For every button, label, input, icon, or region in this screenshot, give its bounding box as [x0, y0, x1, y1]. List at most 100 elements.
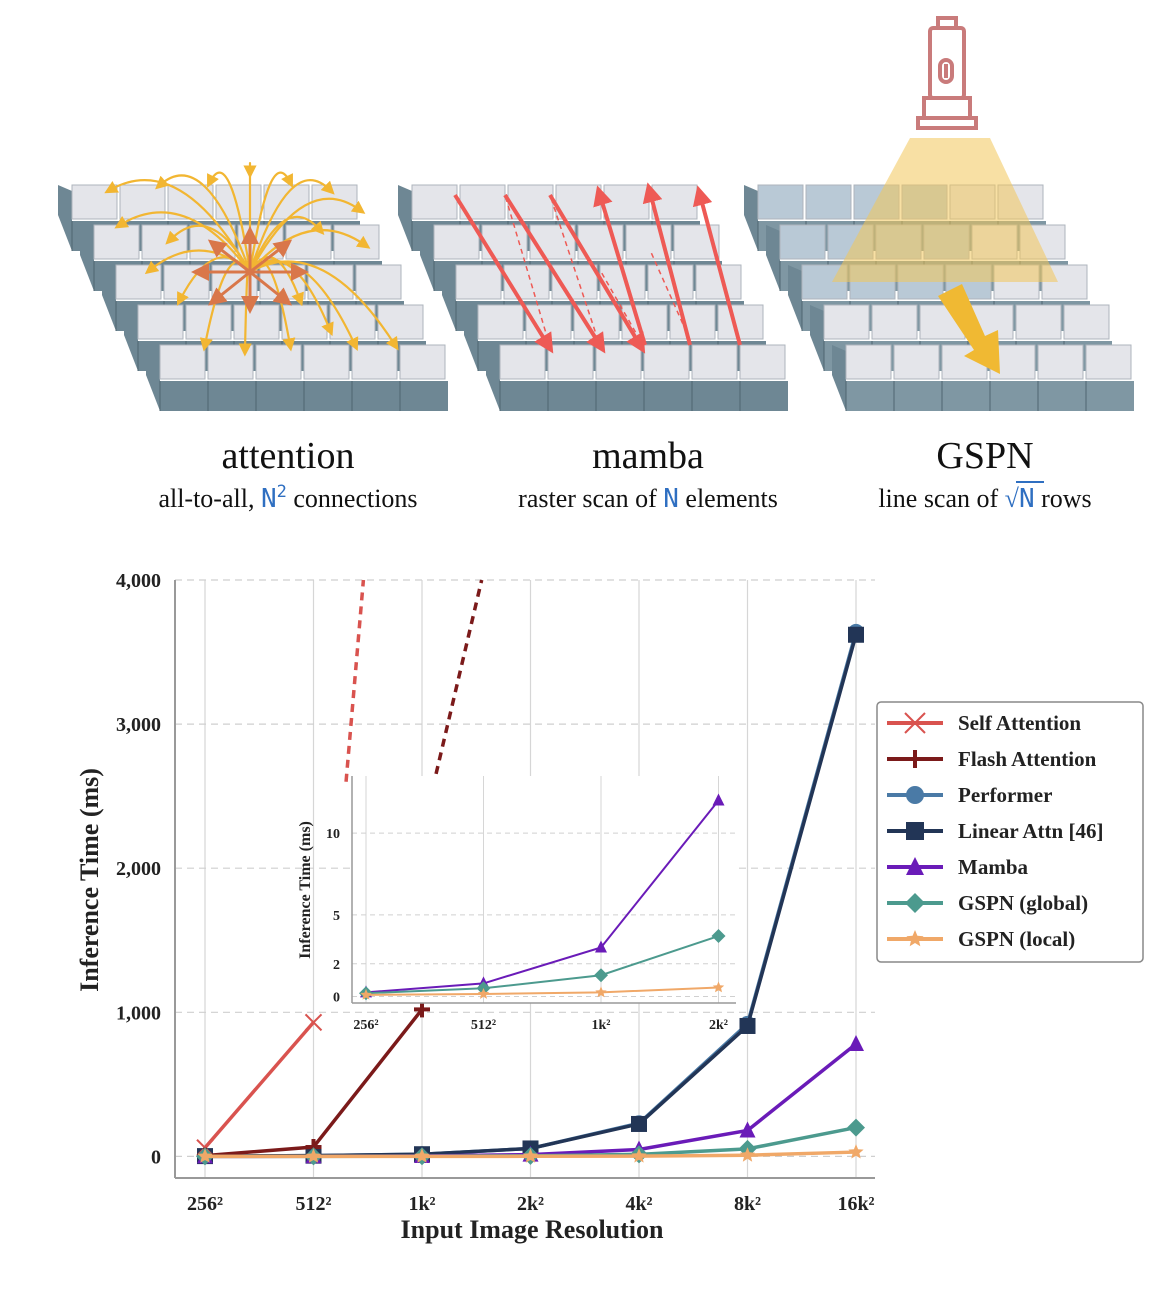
y-tick-label: 3,000 — [116, 714, 161, 736]
cube-top-face — [1037, 344, 1084, 380]
cube-side-face — [788, 265, 802, 331]
attention-arrow — [248, 215, 325, 273]
x-tick-label: 8k² — [734, 1193, 761, 1215]
cube-top-face — [845, 344, 892, 380]
cube-top-face — [695, 264, 742, 300]
cube-top-face — [871, 304, 918, 340]
cube-top-face — [159, 344, 206, 380]
marker-diamond — [847, 1118, 865, 1137]
inset-x-tick-label: 512² — [471, 1018, 496, 1033]
legend-label: Performer — [958, 783, 1052, 807]
marker-triangle — [906, 857, 924, 875]
marker-circle — [906, 786, 924, 804]
cube-top-face — [779, 224, 826, 260]
attention-arrows — [104, 162, 399, 357]
cube-top-face — [1015, 304, 1062, 340]
marker-diamond — [711, 929, 726, 944]
attention-grid-diagram — [58, 184, 448, 411]
legend-label: Mamba — [958, 855, 1028, 879]
mamba-scan-arrows — [453, 182, 742, 354]
marker-square — [906, 822, 924, 840]
cube-side-face — [124, 305, 138, 371]
cube-side-face — [744, 185, 758, 251]
cube-top-face — [477, 304, 524, 340]
mamba-scan-arrow — [642, 182, 692, 346]
cube-top-face — [499, 344, 546, 380]
inset-background — [352, 776, 736, 1003]
cube-top-face — [801, 264, 848, 300]
cube-side-face — [442, 265, 456, 331]
chart-legend: Self Attention Flash Attention Performer Li… — [876, 701, 1144, 963]
mamba-scan-arrow — [593, 185, 647, 346]
marker-star — [305, 1148, 322, 1163]
attention-subtitle: all-to-all, N2 connections — [158, 482, 417, 514]
legend-box — [876, 701, 1144, 963]
cube-top-face — [603, 184, 650, 220]
marker-diamond — [905, 893, 925, 913]
marker-star — [631, 1148, 647, 1163]
inset-chart: 0 2 5 10 256² 512² 1k² 2k² Inference Time (ms) — [297, 776, 736, 1033]
legend-label: Self Attention — [958, 711, 1081, 735]
inset-y-tick-label: 10 — [326, 827, 340, 842]
marker-square — [848, 626, 864, 643]
cube-side-face — [464, 305, 478, 371]
cube-top-face — [137, 304, 184, 340]
gspn-light-beam — [832, 138, 1058, 282]
x-tick-label: 4k² — [625, 1193, 652, 1215]
attention-local-arrow — [249, 270, 293, 306]
x-tick-label: 512² — [296, 1193, 332, 1215]
attention-arrow — [249, 260, 399, 351]
cube-side-face — [810, 305, 824, 371]
mamba-return-line — [599, 269, 641, 341]
cube-top-face — [433, 224, 480, 260]
mamba-title: mamba — [592, 435, 704, 477]
cube-top-face — [411, 184, 458, 220]
marker-triangle — [595, 940, 607, 953]
attention-arrow — [248, 171, 293, 273]
cube-top-face — [893, 344, 940, 380]
cube-top-face — [455, 264, 502, 300]
cube-side-face — [486, 345, 500, 411]
inset-series-line — [365, 986, 719, 996]
attention-local-arrow — [207, 270, 251, 306]
cube-top-face — [823, 304, 870, 340]
cube-top-face — [311, 184, 358, 220]
x-axis-label: Input Image Resolution — [401, 1215, 664, 1244]
marker-star — [360, 988, 372, 1000]
cube-top-face — [163, 264, 210, 300]
attention-title: attention — [222, 435, 355, 477]
mamba-return-line — [504, 194, 549, 341]
cube-top-face — [739, 344, 786, 380]
marker-star — [197, 1148, 213, 1163]
marker-star — [595, 986, 607, 998]
attention-arrow — [114, 211, 251, 273]
cube-top-face — [399, 344, 446, 380]
caption-gspn: GSPN line scan of √N rows — [878, 435, 1091, 514]
cube-top-face — [647, 264, 694, 300]
x-tick-label: 2k² — [517, 1193, 544, 1215]
y-axis-label: Inference Time (ms) — [75, 768, 104, 992]
cube-side-face — [146, 345, 160, 411]
mamba-return-line — [549, 194, 599, 341]
attention-arrow — [249, 197, 366, 273]
series-line — [203, 1021, 315, 1149]
cube-top-face — [255, 344, 302, 380]
inset-series-line — [365, 935, 719, 995]
cube-top-face — [233, 304, 280, 340]
cube-top-face — [621, 304, 668, 340]
series-extrapolation — [344, 579, 366, 782]
marker-star — [848, 1144, 864, 1159]
inset-x-tick-label: 1k² — [592, 1018, 611, 1033]
gspn-propagation-arrow — [938, 284, 1000, 374]
attention-arrow — [207, 171, 252, 273]
cube-top-face — [651, 184, 698, 220]
cube-top-face — [281, 304, 328, 340]
cube-side-face — [102, 265, 116, 331]
cube-side-face — [398, 185, 412, 251]
mamba-return-line — [649, 249, 691, 341]
cube-top-face — [377, 304, 424, 340]
x-tick-label: 256² — [187, 1193, 223, 1215]
gspn-subtitle: line scan of √N rows — [878, 484, 1091, 514]
marker-star — [906, 930, 924, 947]
